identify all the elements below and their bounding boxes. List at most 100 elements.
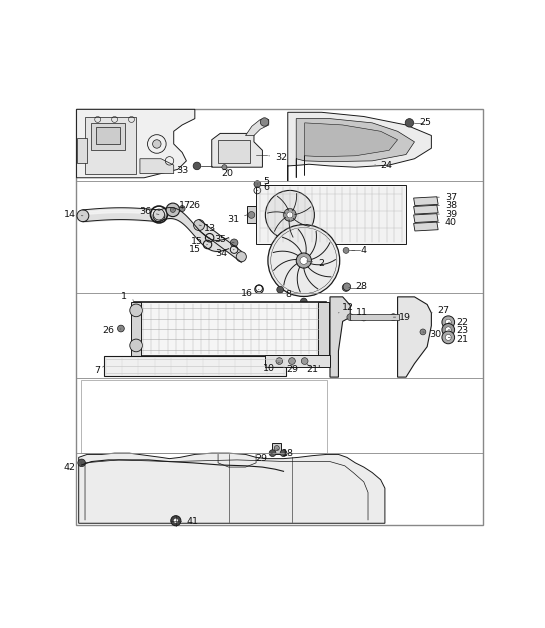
Text: 27: 27 — [432, 306, 450, 315]
Text: 40: 40 — [437, 218, 457, 227]
Circle shape — [347, 314, 354, 320]
Text: 30: 30 — [423, 330, 442, 339]
Circle shape — [405, 119, 414, 127]
Circle shape — [265, 190, 314, 239]
Text: 10: 10 — [263, 362, 280, 373]
Circle shape — [300, 298, 307, 305]
Circle shape — [268, 225, 340, 296]
Bar — [318, 302, 329, 356]
Polygon shape — [414, 197, 438, 205]
Circle shape — [193, 162, 201, 170]
Circle shape — [179, 205, 185, 212]
Circle shape — [287, 212, 293, 218]
Circle shape — [442, 331, 455, 344]
Text: 20: 20 — [222, 169, 234, 178]
Text: 14: 14 — [64, 210, 83, 219]
Bar — [95, 127, 120, 144]
Circle shape — [153, 140, 161, 148]
Text: 37: 37 — [437, 193, 457, 202]
Text: 34: 34 — [216, 249, 234, 258]
Text: 25: 25 — [413, 117, 432, 126]
Polygon shape — [76, 109, 195, 178]
Circle shape — [280, 450, 287, 457]
Circle shape — [296, 253, 311, 268]
Text: 21: 21 — [448, 335, 468, 344]
Polygon shape — [330, 297, 350, 377]
Circle shape — [289, 358, 295, 364]
Text: 16: 16 — [241, 289, 259, 298]
Circle shape — [261, 118, 269, 126]
Circle shape — [222, 165, 227, 170]
Bar — [218, 140, 250, 163]
Circle shape — [274, 445, 279, 451]
Bar — [247, 207, 256, 224]
Bar — [272, 443, 281, 455]
Polygon shape — [414, 222, 438, 231]
Text: 28: 28 — [349, 282, 367, 291]
Text: 26: 26 — [182, 201, 201, 210]
Polygon shape — [140, 159, 174, 173]
Circle shape — [342, 284, 350, 291]
Circle shape — [390, 314, 397, 320]
Text: 31: 31 — [227, 215, 247, 224]
Text: 21': 21' — [307, 364, 321, 374]
Bar — [134, 302, 326, 356]
Text: 29: 29 — [256, 453, 272, 463]
Circle shape — [77, 210, 89, 222]
Bar — [350, 314, 399, 320]
Polygon shape — [414, 214, 438, 222]
Circle shape — [269, 450, 276, 457]
Circle shape — [343, 283, 350, 291]
Circle shape — [445, 327, 451, 333]
Circle shape — [193, 220, 204, 230]
Circle shape — [236, 252, 246, 262]
Text: 33: 33 — [176, 166, 194, 175]
Text: 36: 36 — [139, 207, 159, 216]
Text: 1: 1 — [121, 293, 134, 301]
Circle shape — [254, 181, 261, 188]
Text: 32: 32 — [269, 153, 287, 162]
Circle shape — [171, 207, 175, 212]
Circle shape — [442, 316, 455, 328]
Circle shape — [420, 329, 426, 335]
Polygon shape — [245, 119, 269, 136]
Circle shape — [118, 325, 124, 332]
Circle shape — [171, 516, 181, 526]
Circle shape — [445, 319, 451, 325]
Polygon shape — [212, 133, 263, 167]
Circle shape — [361, 315, 367, 321]
Text: 11: 11 — [350, 308, 368, 317]
Polygon shape — [85, 117, 136, 173]
Text: 19: 19 — [393, 313, 410, 322]
Text: 26: 26 — [102, 326, 121, 335]
Text: 7: 7 — [94, 366, 104, 376]
Circle shape — [277, 286, 283, 293]
Circle shape — [343, 247, 349, 253]
Text: 22: 22 — [448, 318, 468, 327]
Bar — [76, 138, 87, 163]
Circle shape — [174, 519, 178, 523]
Text: 41: 41 — [179, 517, 198, 526]
Circle shape — [166, 203, 180, 217]
Text: 15: 15 — [189, 244, 208, 254]
Text: 12: 12 — [338, 303, 354, 313]
Text: 6: 6 — [257, 183, 269, 192]
Polygon shape — [78, 453, 385, 523]
Text: 38: 38 — [437, 201, 457, 210]
Text: 39: 39 — [437, 210, 457, 219]
Circle shape — [153, 210, 165, 222]
Circle shape — [300, 257, 307, 264]
Circle shape — [78, 459, 86, 467]
Text: 4: 4 — [352, 246, 366, 255]
Text: 8: 8 — [280, 290, 292, 299]
Text: 18: 18 — [277, 449, 294, 458]
Bar — [264, 355, 330, 367]
Bar — [92, 123, 125, 150]
Text: 42: 42 — [64, 463, 82, 472]
Polygon shape — [414, 205, 438, 214]
Text: 35: 35 — [214, 236, 234, 244]
Polygon shape — [305, 123, 398, 176]
Text: 15: 15 — [191, 237, 210, 246]
Circle shape — [130, 339, 142, 352]
Circle shape — [248, 212, 255, 219]
